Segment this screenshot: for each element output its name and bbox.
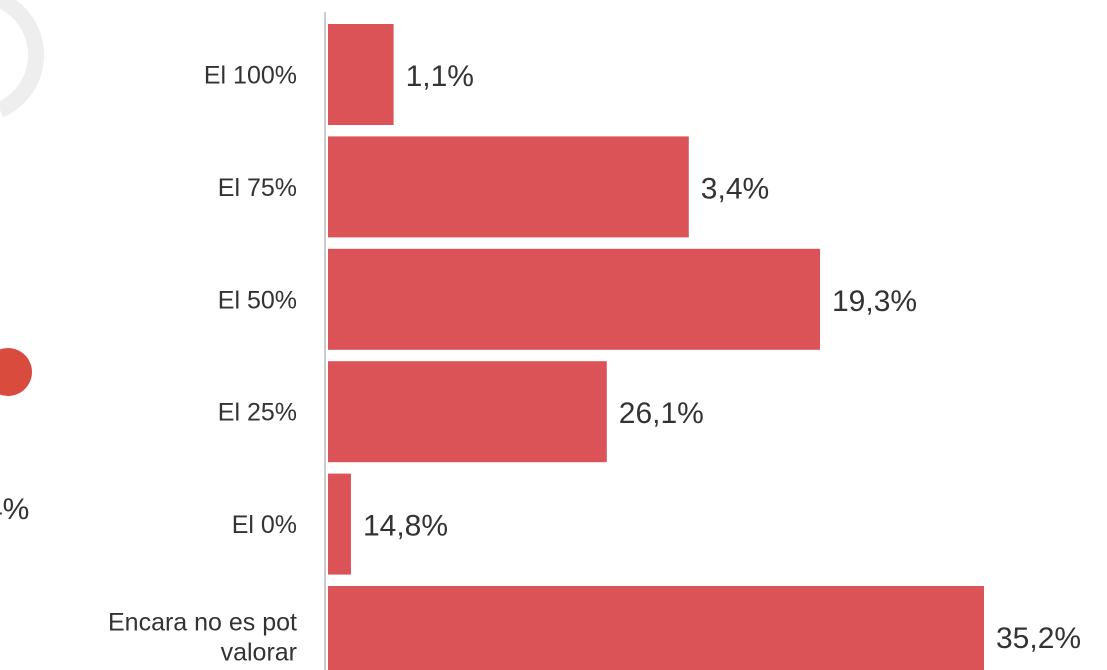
bars-layer bbox=[328, 24, 984, 670]
category-label-line: valorar bbox=[221, 639, 297, 667]
category-label-5: Encara no es pot valorar bbox=[108, 609, 297, 667]
left-partial-text: 4% bbox=[0, 493, 29, 526]
bar-0 bbox=[328, 24, 394, 125]
left-partial-ring bbox=[0, 0, 45, 118]
category-label-line: El 0% bbox=[232, 511, 297, 539]
bar-5 bbox=[328, 586, 984, 670]
bar-2 bbox=[328, 248, 820, 350]
bar-1 bbox=[328, 136, 689, 238]
category-label-1: El 75% bbox=[218, 174, 297, 202]
value-label-1: 3,4% bbox=[701, 172, 769, 205]
bar-3 bbox=[328, 361, 607, 463]
category-label-line: El 25% bbox=[218, 399, 297, 427]
left-partial-dot bbox=[0, 348, 32, 396]
category-label-line: Encara no es pot bbox=[108, 609, 297, 637]
category-label-2: El 50% bbox=[218, 286, 297, 314]
bar-4 bbox=[328, 473, 351, 575]
category-label-line: El 100% bbox=[204, 62, 297, 90]
value-label-4: 14,8% bbox=[363, 510, 448, 543]
value-label-2: 19,3% bbox=[832, 285, 917, 318]
category-labels-layer: El 100% El 75% El 50% El 25% El 0% Encara no … bbox=[108, 62, 297, 667]
category-label-3: El 25% bbox=[218, 399, 297, 427]
value-label-3: 26,1% bbox=[619, 397, 704, 430]
category-label-4: El 0% bbox=[232, 511, 297, 539]
value-labels-layer: 1,1% 3,4% 19,3% 26,1% 14,8% 35,2% bbox=[363, 60, 1081, 655]
category-label-0: El 100% bbox=[204, 62, 297, 90]
value-label-0: 1,1% bbox=[406, 60, 474, 93]
value-label-5: 35,2% bbox=[996, 622, 1081, 655]
category-label-line: El 50% bbox=[218, 286, 297, 314]
category-label-line: El 75% bbox=[218, 174, 297, 202]
